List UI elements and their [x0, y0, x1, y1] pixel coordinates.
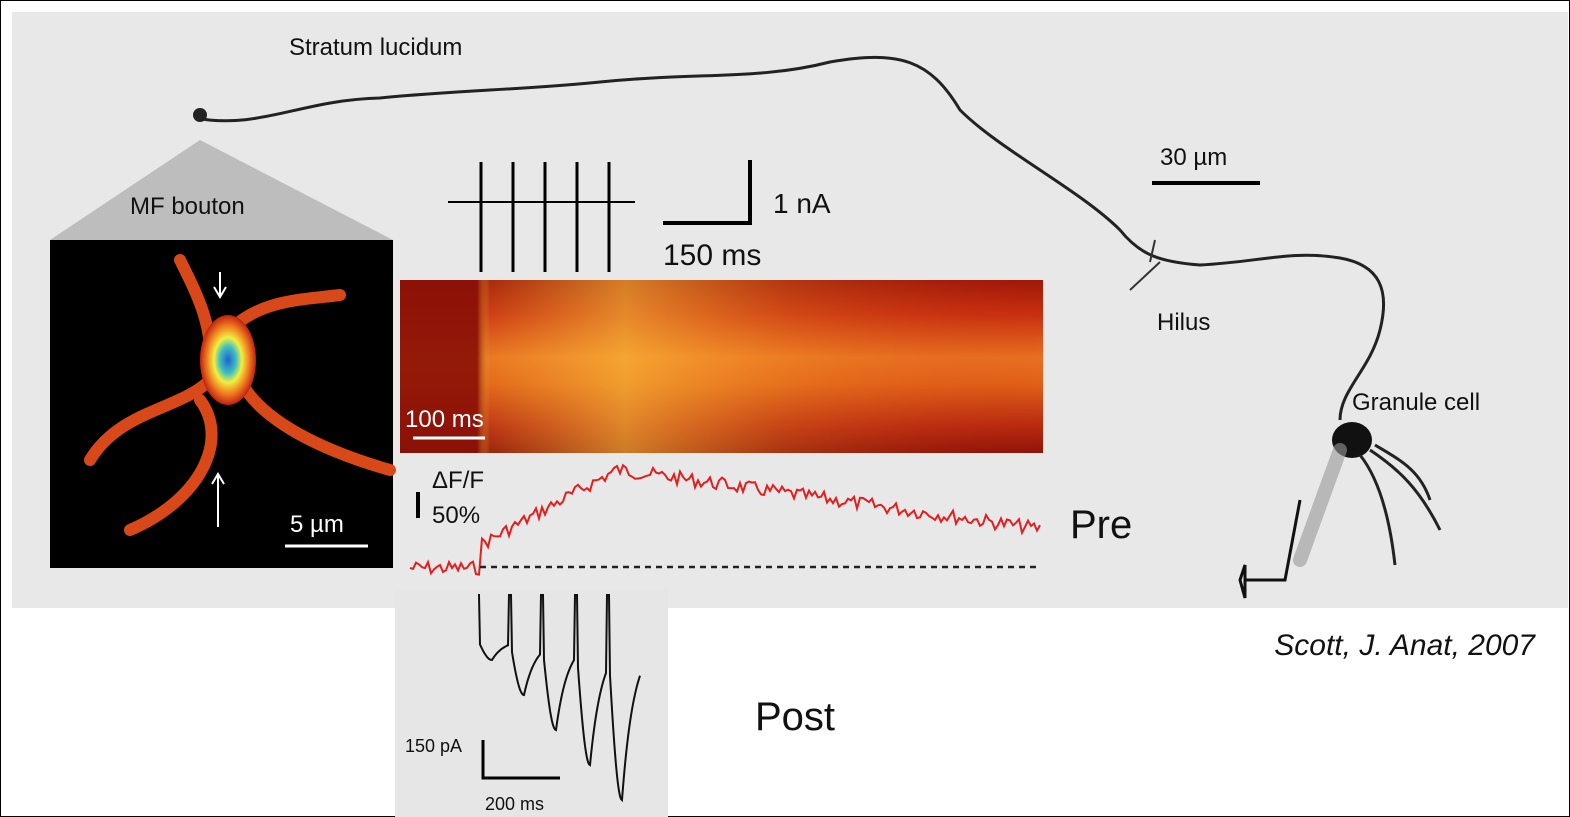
axon	[194, 55, 1386, 421]
post-panel	[395, 590, 668, 817]
zoom-cone	[50, 140, 393, 240]
label: 30 µm	[1160, 144, 1227, 171]
post-trace	[478, 594, 641, 803]
label: 150 ms	[663, 239, 761, 272]
pre-trace	[409, 463, 1041, 576]
label: Hilus	[1157, 309, 1210, 336]
label: Post	[755, 695, 835, 739]
label: Pre	[1070, 503, 1132, 547]
citation: Scott, J. Anat, 2007	[1274, 629, 1536, 662]
label: 100 ms	[405, 406, 484, 433]
axon-branch	[1129, 239, 1161, 291]
label: 5 µm	[290, 511, 344, 538]
label: Granule cell	[1352, 389, 1480, 416]
bouton-body	[200, 315, 256, 405]
stim-arrow	[1238, 499, 1302, 599]
linescan-overlay	[400, 280, 1043, 453]
dendrites	[1358, 443, 1442, 566]
label: Stratum lucidum	[289, 34, 462, 61]
label: ΔF/F	[432, 467, 484, 494]
label: 150 pA	[405, 736, 462, 756]
stimulus-trace	[448, 162, 635, 272]
label: 200 ms	[485, 794, 544, 814]
pipette	[1293, 443, 1347, 567]
scale-bar	[481, 740, 560, 780]
scale-bar	[663, 160, 752, 225]
label: 1 nA	[773, 188, 831, 219]
bouton-soma	[193, 108, 207, 122]
label: 50%	[432, 502, 480, 529]
label: MF bouton	[130, 193, 245, 220]
arrows	[211, 272, 227, 527]
